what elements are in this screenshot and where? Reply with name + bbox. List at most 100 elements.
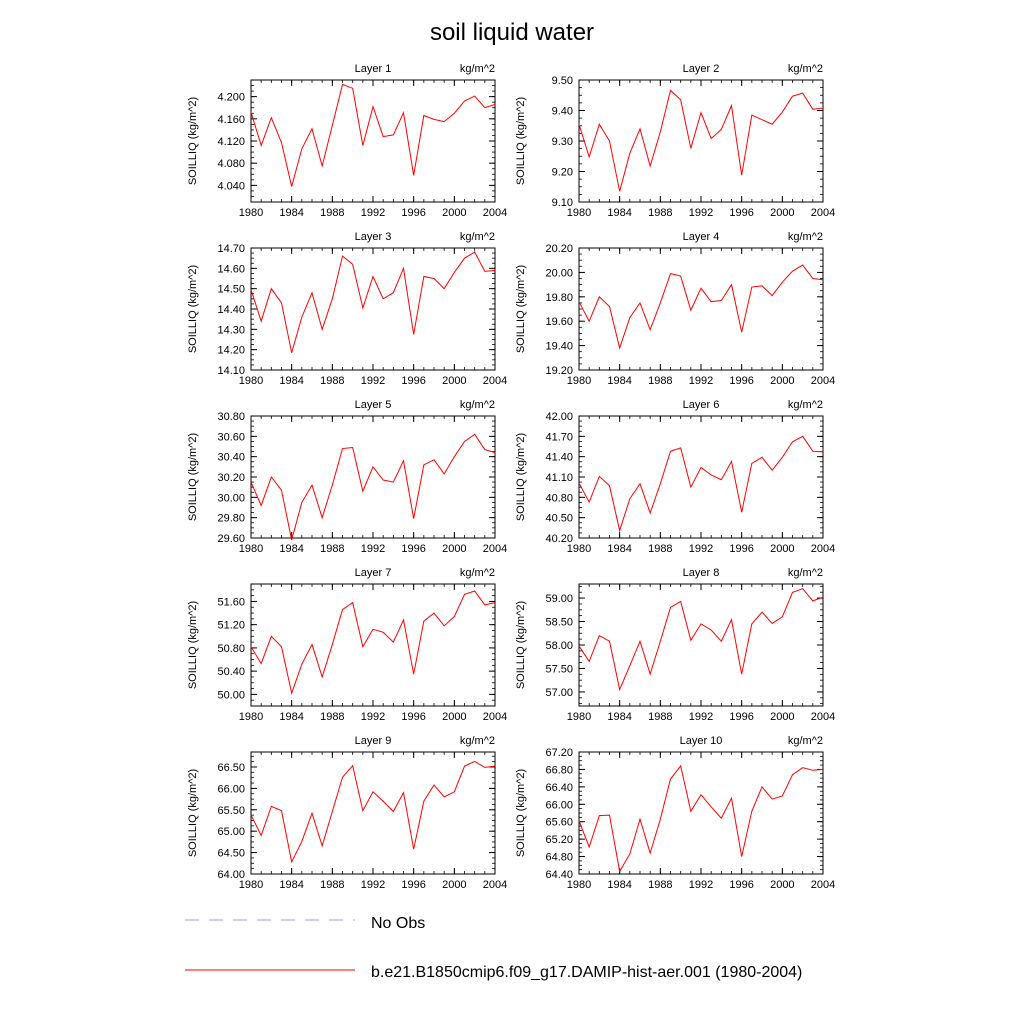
legend-obs-label: No Obs [371, 915, 425, 932]
y-tick-label: 30.80 [217, 411, 245, 423]
y-tick-label: 57.50 [545, 663, 573, 675]
legend-model-label: b.e21.B1850cmip6.f09_g17.DAMIP-hist-aer.… [371, 964, 802, 981]
y-tick-label: 58.00 [545, 640, 573, 652]
panel-units: kg/m^2 [788, 735, 823, 747]
series-line [250, 83, 496, 187]
y-tick-label: 20.20 [545, 243, 573, 255]
y-tick-label: 64.50 [217, 848, 245, 860]
y-tick-label: 4.120 [217, 136, 245, 148]
y-tick-label: 51.60 [217, 596, 245, 608]
y-tick-label: 14.20 [217, 345, 245, 357]
x-tick-label: 1980 [239, 207, 263, 219]
x-tick-label: 2004 [811, 375, 835, 387]
x-tick-label: 2004 [811, 711, 835, 723]
panels: 1980 1984 1988 1992 1996 2000 2004 4.040 4.080 4.… [187, 63, 835, 891]
panel-units: kg/m^2 [460, 63, 495, 75]
panel-units: kg/m^2 [788, 567, 823, 579]
x-tick-label: 1996 [729, 207, 753, 219]
x-tick-label: 1980 [567, 375, 591, 387]
y-tick-label: 66.50 [217, 762, 245, 774]
y-axis-label: SOILLIQ (kg/m^2) [187, 769, 199, 857]
series-line [578, 89, 824, 192]
y-tick-label: 30.40 [217, 452, 245, 464]
x-tick-label: 1988 [648, 879, 672, 891]
y-axis-label: SOILLIQ (kg/m^2) [515, 265, 527, 353]
x-tick-label: 1984 [607, 543, 631, 555]
panel-title: Layer 7 [355, 567, 392, 579]
y-tick-label: 66.00 [545, 799, 573, 811]
x-tick-label: 1992 [361, 543, 385, 555]
x-tick-label: 1988 [648, 207, 672, 219]
y-tick-label: 59.00 [545, 593, 573, 605]
panel-title: Layer 9 [355, 735, 392, 747]
plot-frame [578, 583, 824, 707]
panel-title: Layer 10 [680, 735, 723, 747]
x-tick-label: 1992 [689, 879, 713, 891]
series-line [250, 251, 496, 353]
y-tick-label: 64.40 [545, 869, 573, 881]
y-tick-label: 65.60 [545, 817, 573, 829]
y-axis-label: SOILLIQ (kg/m^2) [515, 601, 527, 689]
panel-layer-7: 1980 1984 1988 1992 1996 2000 2004 50.00 50.40 50… [187, 567, 507, 723]
x-tick-label: 2000 [770, 375, 794, 387]
x-tick-label: 2004 [483, 879, 507, 891]
y-tick-label: 67.20 [545, 747, 573, 759]
y-tick-label: 9.50 [552, 75, 573, 87]
x-tick-label: 1980 [239, 543, 263, 555]
x-tick-label: 2004 [483, 711, 507, 723]
y-tick-label: 66.40 [545, 782, 573, 794]
y-tick-label: 19.80 [545, 292, 573, 304]
y-tick-label: 4.040 [217, 180, 245, 192]
panel-title: Layer 1 [355, 63, 392, 75]
panel-title: Layer 5 [355, 399, 392, 411]
y-tick-label: 14.60 [217, 263, 245, 275]
x-tick-label: 1980 [567, 543, 591, 555]
y-axis-label: SOILLIQ (kg/m^2) [187, 601, 199, 689]
x-tick-label: 1980 [567, 207, 591, 219]
x-tick-label: 1992 [689, 711, 713, 723]
y-axis-label: SOILLIQ (kg/m^2) [187, 97, 199, 185]
x-tick-label: 1996 [401, 711, 425, 723]
panel-layer-2: 1980 1984 1988 1992 1996 2000 2004 9.10 9.20 9.30… [515, 63, 835, 219]
x-tick-label: 1984 [607, 879, 631, 891]
y-tick-label: 42.00 [545, 411, 573, 423]
plot-frame [578, 751, 824, 875]
x-tick-label: 1992 [361, 879, 385, 891]
plot-frame [250, 751, 496, 875]
y-tick-label: 65.50 [217, 805, 245, 817]
y-tick-label: 29.60 [217, 533, 245, 545]
x-tick-label: 1996 [729, 879, 753, 891]
x-tick-label: 1984 [279, 879, 303, 891]
y-tick-label: 40.80 [545, 492, 573, 504]
y-tick-label: 14.30 [217, 324, 245, 336]
x-tick-label: 2000 [442, 375, 466, 387]
x-tick-label: 1996 [401, 375, 425, 387]
plot-frame [578, 247, 824, 371]
y-tick-label: 9.40 [552, 106, 573, 118]
y-axis-label: SOILLIQ (kg/m^2) [187, 265, 199, 353]
x-tick-label: 1984 [607, 207, 631, 219]
y-tick-label: 64.00 [217, 869, 245, 881]
x-tick-label: 1984 [279, 543, 303, 555]
panel-layer-9: 1980 1984 1988 1992 1996 2000 2004 64.00 64.50 65… [187, 735, 507, 891]
x-tick-label: 1980 [239, 711, 263, 723]
y-tick-label: 30.20 [217, 472, 245, 484]
series-line [250, 760, 496, 864]
x-tick-label: 1980 [567, 711, 591, 723]
y-tick-label: 9.30 [552, 136, 573, 148]
y-axis-label: SOILLIQ (kg/m^2) [515, 97, 527, 185]
panel-layer-10: 1980 1984 1988 1992 1996 2000 2004 64.40 64.80 65… [515, 735, 835, 891]
panel-units: kg/m^2 [788, 231, 823, 243]
panel-units: kg/m^2 [460, 735, 495, 747]
x-tick-label: 1992 [361, 207, 385, 219]
y-tick-label: 9.20 [552, 167, 573, 179]
y-tick-label: 30.00 [217, 492, 245, 504]
panel-layer-1: 1980 1984 1988 1992 1996 2000 2004 4.040 4.080 4.… [187, 63, 507, 219]
x-tick-label: 1980 [239, 879, 263, 891]
x-tick-label: 2000 [442, 207, 466, 219]
y-tick-label: 64.80 [545, 852, 573, 864]
series-line [250, 590, 496, 696]
y-tick-label: 14.40 [217, 304, 245, 316]
x-tick-label: 2004 [811, 879, 835, 891]
x-tick-label: 1988 [320, 879, 344, 891]
